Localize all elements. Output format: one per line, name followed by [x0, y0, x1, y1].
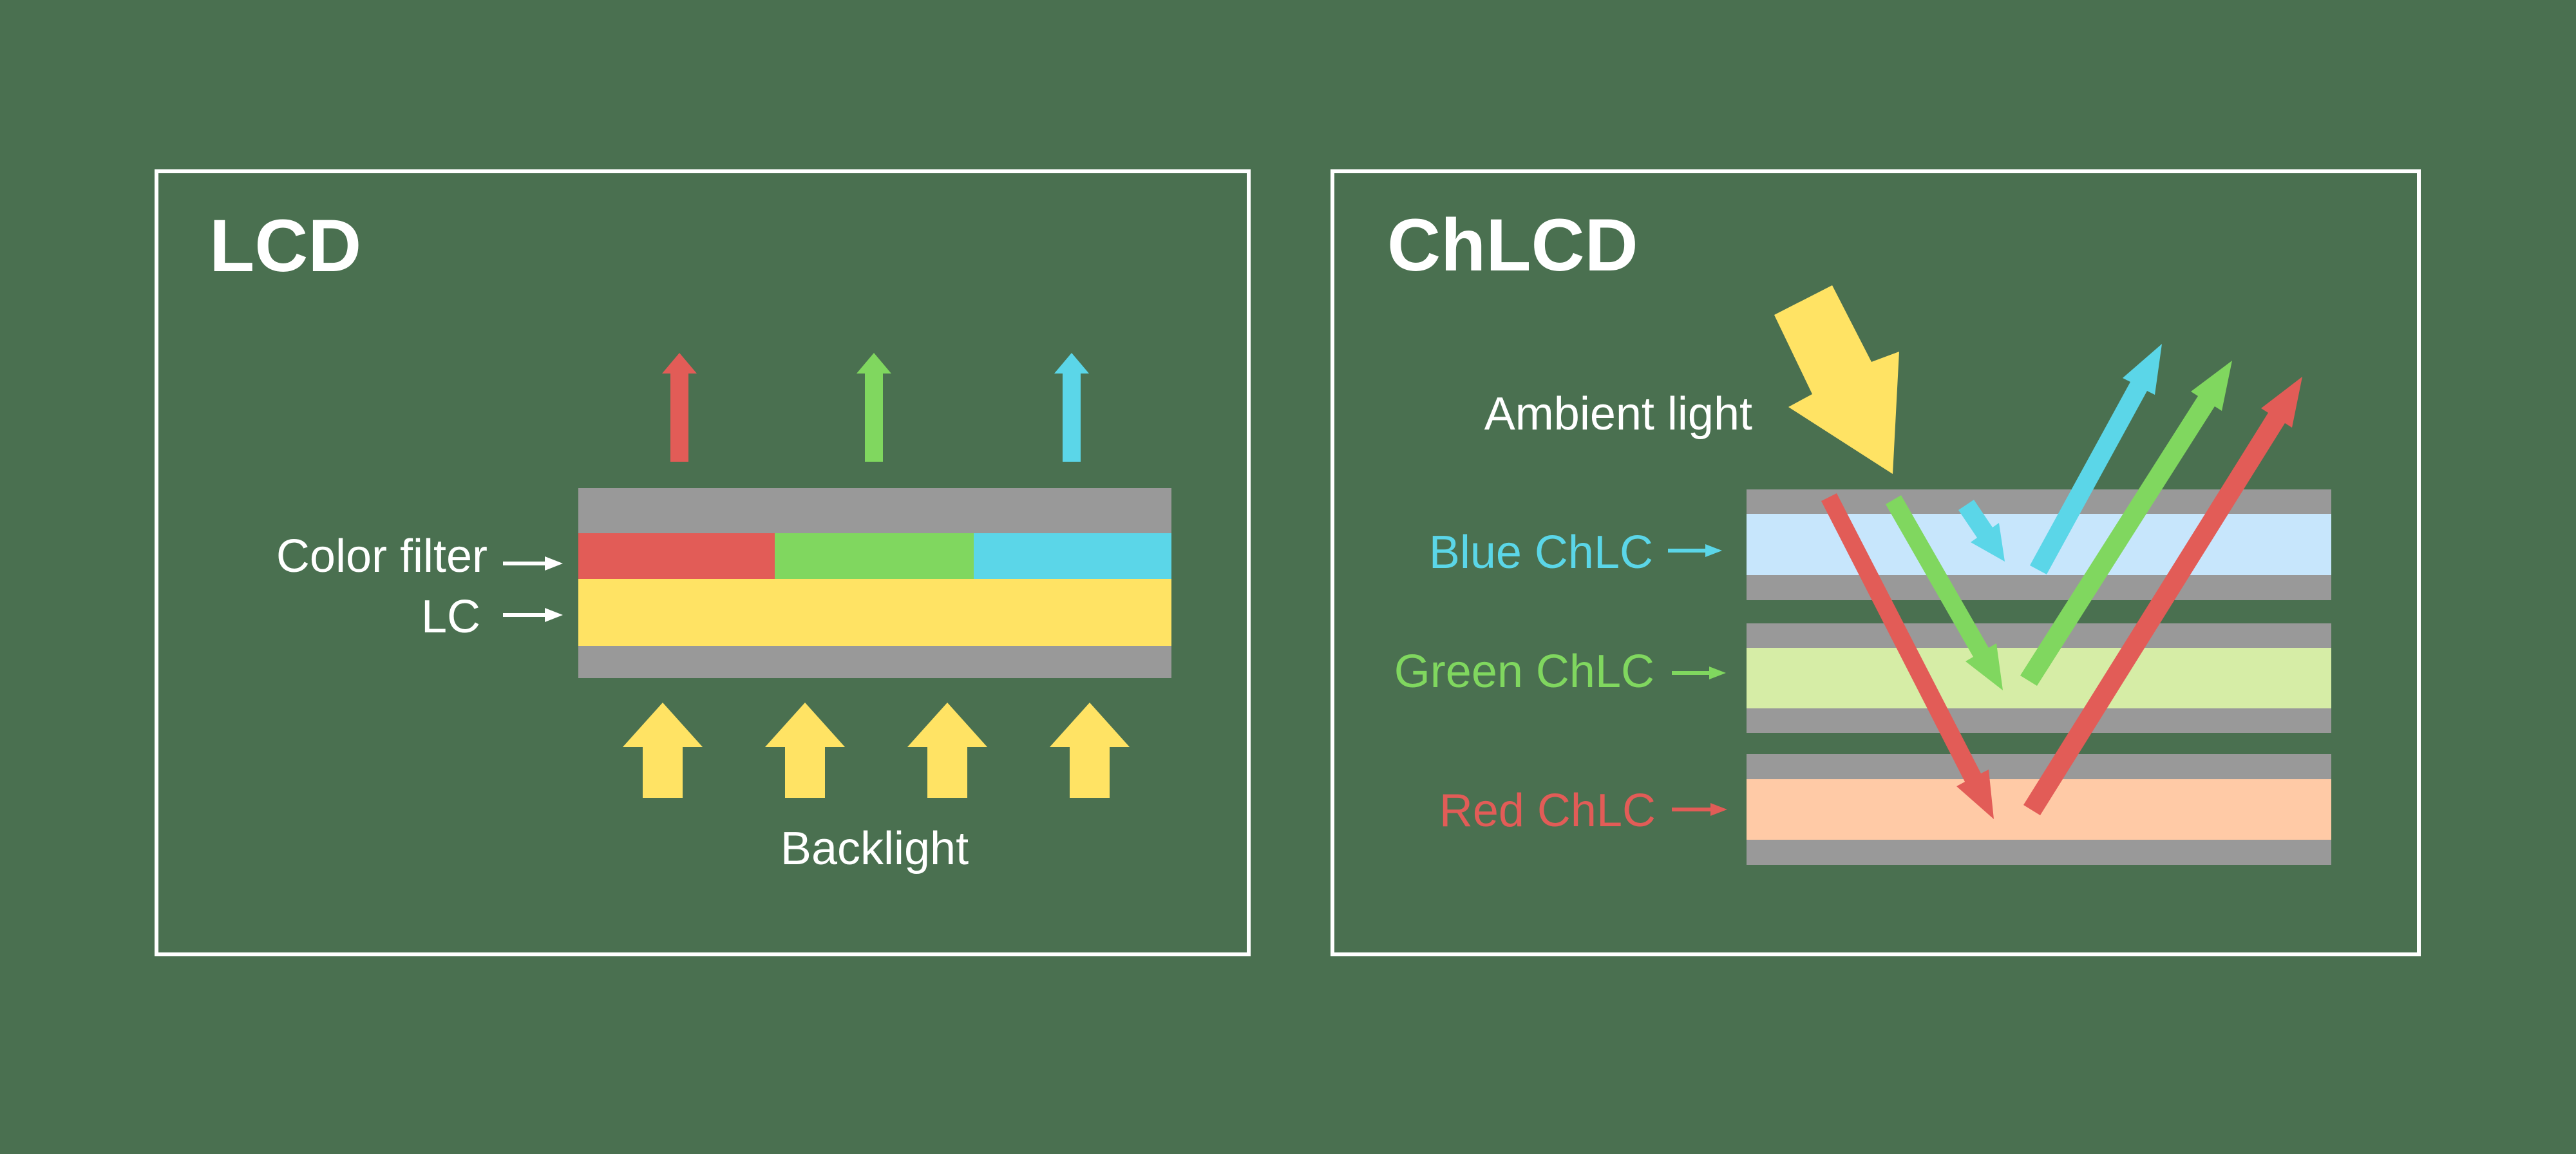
green-chlc-bottom-substrate — [1747, 708, 2331, 733]
color-filter-red-segment — [578, 533, 775, 579]
green-light-reflected-arrow-icon — [2020, 361, 2232, 686]
chlcd-panel-border — [1331, 169, 2421, 956]
lcd-panel-title: LCD — [209, 205, 361, 287]
red-light-reflected-arrow-icon — [2023, 377, 2302, 815]
lcd-panel-border — [155, 169, 1251, 956]
color-filter-blue-segment — [974, 533, 1171, 579]
red-light-incoming-arrow-icon — [1821, 493, 1994, 819]
lcd-top-substrate-layer — [578, 488, 1171, 533]
chlcd-panel: ChLCD Ambient light Blue ChLC Green ChLC… — [1331, 169, 2421, 956]
backlight-arrow-icon — [1050, 703, 1130, 798]
backlight-arrow-icon — [765, 703, 845, 798]
backlight-arrow-icon — [907, 703, 987, 798]
green-chlc-pointer-icon — [1672, 667, 1726, 679]
lc-pointer-icon — [503, 608, 563, 622]
lcd-panel: LCD Color filter LC Backlight — [155, 169, 1251, 956]
backlight-label: Backlight — [781, 823, 969, 875]
ambient-light-label: Ambient light — [1484, 388, 1752, 440]
green-chlc-top-substrate — [1747, 623, 2331, 648]
color-filter-label: Color filter — [276, 531, 488, 582]
red-chlc-label: Red ChLC — [1439, 785, 1656, 837]
backlight-arrow-icon — [623, 703, 703, 798]
blue-light-reflected-arrow-icon — [2030, 344, 2162, 574]
lc-label: LC — [421, 591, 480, 643]
color-filter-green-segment — [775, 533, 974, 579]
green-light-up-arrow-icon — [857, 353, 891, 462]
lcd-bottom-substrate-layer — [578, 646, 1171, 678]
blue-chlc-label: Blue ChLC — [1429, 527, 1653, 578]
liquid-crystal-layer — [578, 579, 1171, 646]
color-filter-pointer-icon — [503, 556, 563, 571]
red-chlc-pointer-icon — [1672, 803, 1727, 816]
red-chlc-top-substrate — [1747, 754, 2331, 779]
blue-chlc-bottom-substrate — [1747, 575, 2331, 600]
blue-light-incoming-arrow-icon — [1958, 500, 2005, 562]
red-light-up-arrow-icon — [662, 353, 697, 462]
green-light-incoming-arrow-icon — [1886, 495, 2003, 690]
blue-light-up-arrow-icon — [1054, 353, 1089, 462]
green-chlc-label: Green ChLC — [1394, 646, 1654, 697]
ambient-light-arrow-icon — [1774, 285, 1899, 474]
chlcd-panel-title: ChLCD — [1387, 204, 1638, 287]
blue-chlc-pointer-icon — [1668, 544, 1722, 557]
red-chlc-bottom-substrate — [1747, 840, 2331, 865]
